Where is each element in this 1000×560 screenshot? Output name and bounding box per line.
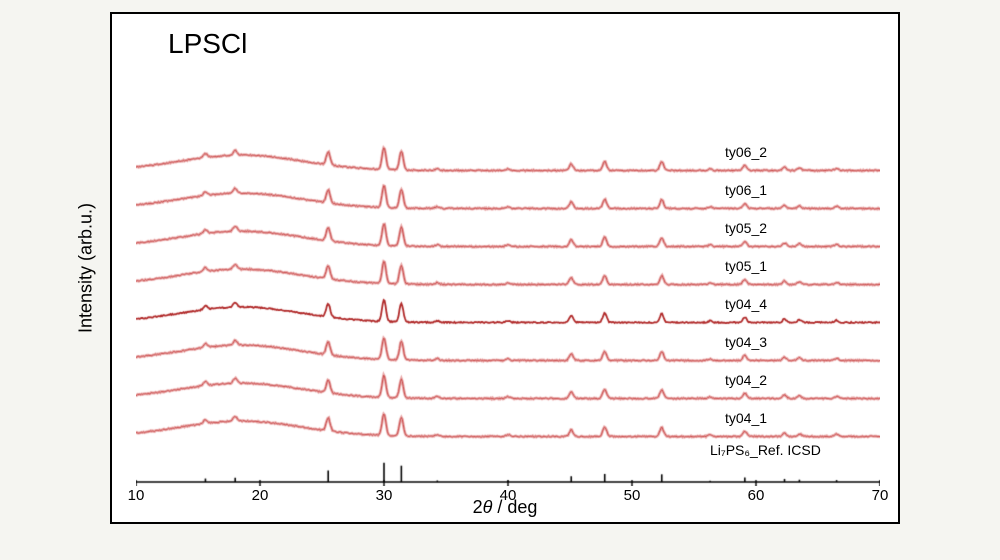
trace-label: ty04_4	[725, 296, 767, 312]
trace-label: ty04_3	[725, 334, 767, 350]
trace-label: ty06_1	[725, 182, 767, 198]
trace-label: ty06_2	[725, 144, 767, 160]
x-tick-label: 10	[128, 487, 145, 504]
x-tick-label: 40	[500, 487, 517, 504]
xlabel-theta: θ	[483, 497, 493, 517]
plot-area	[136, 28, 880, 486]
x-tick-label: 30	[376, 487, 393, 504]
trace-label: ty05_2	[725, 220, 767, 236]
figure-container: LPSCl Intensity (arb.u.) 2θ / deg 102030…	[0, 0, 1000, 560]
x-tick-label: 60	[748, 487, 765, 504]
reference-trace-label: Li₇PS₆_Ref. ICSD	[710, 442, 821, 458]
trace-label: ty04_2	[725, 372, 767, 388]
xlabel-prefix: 2	[473, 497, 483, 517]
x-tick-label: 20	[252, 487, 269, 504]
x-tick-label: 50	[624, 487, 641, 504]
y-axis-label: Intensity (arb.u.)	[76, 203, 97, 333]
plot-canvas	[136, 28, 880, 486]
x-tick-label: 70	[872, 487, 889, 504]
trace-label: ty04_1	[725, 410, 767, 426]
trace-label: ty05_1	[725, 258, 767, 274]
plot-panel: LPSCl Intensity (arb.u.) 2θ / deg 102030…	[110, 12, 900, 524]
